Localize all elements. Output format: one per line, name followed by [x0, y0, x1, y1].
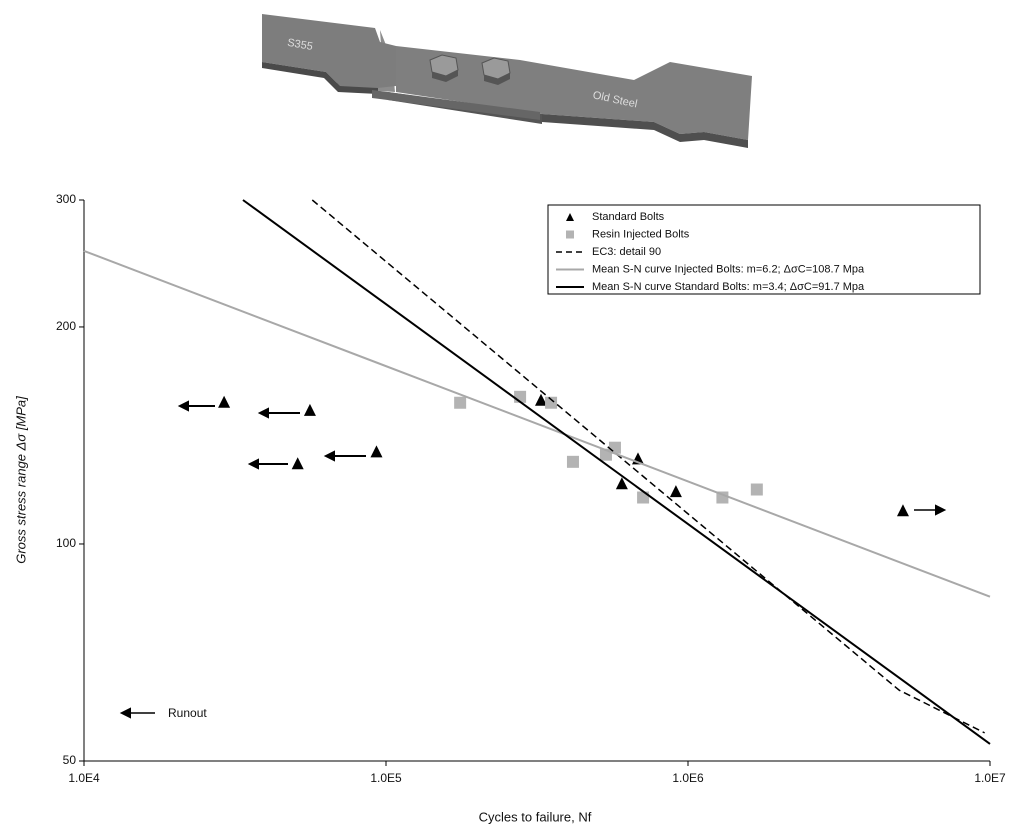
x-tick-label: 1.0E5 — [370, 771, 402, 785]
triangle-point — [292, 457, 304, 469]
legend-swatch — [566, 231, 574, 239]
legend-label: Standard Bolts — [592, 211, 665, 223]
legend-label: Mean S-N curve Standard Bolts: m=3.4; Δσ… — [592, 281, 865, 293]
y-tick-label: 100 — [56, 536, 76, 550]
triangle-point — [897, 504, 909, 516]
legend-label: Resin Injected Bolts — [592, 228, 690, 240]
x-axis-title: Cycles to failure, Nf — [479, 809, 592, 824]
runout-arrows — [122, 402, 944, 717]
x-tick-label: 1.0E7 — [974, 771, 1006, 785]
triangle-point — [304, 404, 316, 416]
y-tick-label: 300 — [56, 192, 76, 206]
square-point — [751, 484, 763, 496]
x-tick-label: 1.0E4 — [68, 771, 100, 785]
y-axis-title: Gross stress range Δσ [MPa] — [13, 396, 28, 564]
y-tick-label: 200 — [56, 319, 76, 333]
square-point — [454, 397, 466, 409]
legend-label: EC3: detail 90 — [592, 246, 661, 258]
triangle-point — [670, 485, 682, 497]
triangle-point — [370, 445, 382, 457]
figure: S355 Old Steel Cycles to failure, Nf Gro… — [0, 0, 1010, 832]
specimen-drawing: S355 Old Steel — [262, 12, 752, 148]
square-point — [567, 456, 579, 468]
x-tick-label: 1.0E6 — [672, 771, 704, 785]
triangle-point — [218, 396, 230, 408]
line-series — [84, 251, 990, 597]
y-tick-label: 50 — [63, 753, 77, 767]
runout-note: Runout — [168, 706, 207, 720]
legend-label: Mean S-N curve Injected Bolts: m=6.2; Δσ… — [592, 263, 865, 275]
